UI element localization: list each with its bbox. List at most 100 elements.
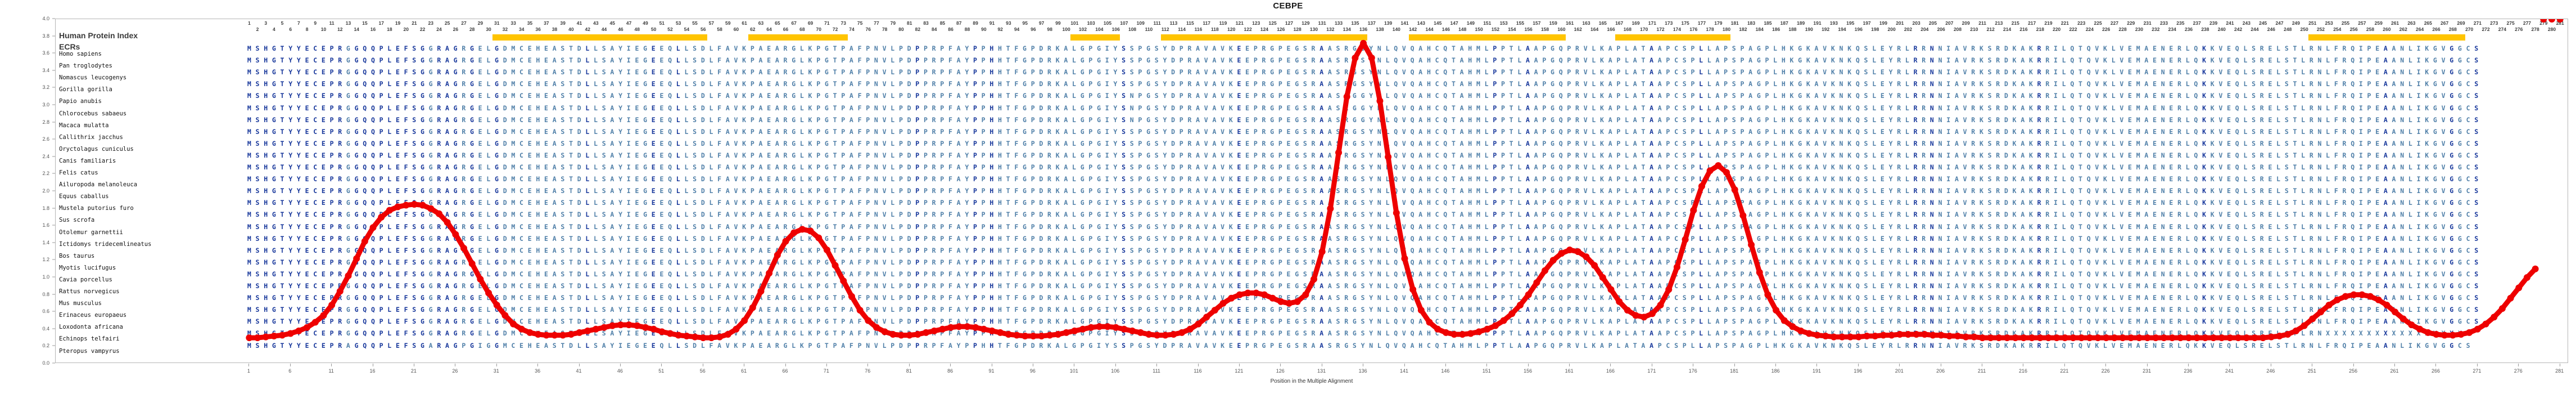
species-label-23[interactable]: Erinaceus europaeus — [59, 312, 127, 319]
ruler-position-178: 178 — [1706, 26, 1714, 32]
x-tick-mark-186 — [1775, 364, 1777, 366]
ruler-position-15: 15 — [362, 20, 368, 26]
ruler-position-1: 1 — [247, 20, 251, 26]
ruler-position-218: 218 — [2036, 26, 2044, 32]
ruler-position-191: 191 — [1813, 20, 1822, 26]
ruler-position-105: 105 — [1103, 20, 1112, 26]
species-label-8[interactable]: Callithrix jacchus — [59, 133, 123, 141]
ecr-bar-6[interactable] — [1615, 34, 1731, 41]
ecr-bar-4[interactable] — [1161, 34, 1368, 41]
x-tick-label-256: 256 — [2349, 368, 2358, 374]
ruler-position-34: 34 — [519, 26, 525, 32]
x-tick-label-31: 31 — [493, 368, 499, 374]
species-label-16[interactable]: Otolemur garnettii — [59, 229, 123, 236]
species-label-18[interactable]: Bos taurus — [59, 252, 95, 259]
species-label-20[interactable]: Cavia porcellus — [59, 276, 112, 283]
y-tick-label-0: 0.0 — [42, 360, 49, 366]
species-label-1[interactable]: Homo sapiens — [59, 51, 102, 57]
ruler-position-22: 22 — [419, 26, 426, 32]
x-tick-mark-146 — [1445, 364, 1446, 366]
ruler-position-217: 217 — [2028, 20, 2036, 26]
y-tick-label-5: 1.0 — [42, 274, 49, 280]
ecr-bar-5[interactable] — [1408, 34, 1566, 41]
ruler-position-210: 210 — [1970, 26, 1978, 32]
y-tick-label-19: 3.8 — [42, 33, 49, 39]
ruler-position-77: 77 — [874, 20, 879, 26]
x-tick-label-176: 176 — [1688, 368, 1697, 374]
species-label-24[interactable]: Loxodonta africana — [59, 324, 123, 331]
x-tick-mark-261 — [2394, 364, 2396, 366]
ruler-position-281: 281 — [2556, 20, 2564, 26]
ruler-position-273: 273 — [2490, 20, 2498, 26]
ruler-position-181: 181 — [1730, 20, 1739, 26]
x-tick-label-91: 91 — [988, 368, 995, 374]
species-label-2[interactable]: Pan troglodytes — [59, 62, 112, 70]
species-label-25[interactable]: Echinops telfairi — [59, 335, 120, 343]
species-label-7[interactable]: Macaca mulatta — [59, 122, 109, 129]
species-label-13[interactable]: Equus caballus — [59, 193, 109, 200]
x-tick-mark-266 — [2435, 364, 2437, 366]
ruler-position-21: 21 — [412, 20, 417, 26]
ecr-bar-2[interactable] — [748, 34, 848, 41]
x-tick-label-121: 121 — [1235, 368, 1244, 374]
ruler-position-73: 73 — [840, 20, 846, 26]
ruler-position-194: 194 — [1838, 26, 1846, 32]
y-tick-mark-11 — [52, 173, 55, 174]
species-label-5[interactable]: Papio anubis — [59, 98, 102, 105]
x-tick-label-56: 56 — [699, 368, 706, 374]
ruler-position-43: 43 — [593, 20, 599, 26]
x-tick-mark-156 — [1527, 364, 1529, 366]
ecr-bar-3[interactable] — [1070, 34, 1120, 41]
ruler-position-268: 268 — [2448, 26, 2457, 32]
ruler-position-60: 60 — [733, 26, 739, 32]
species-label-12[interactable]: Ailuropoda melanoleuca — [59, 181, 138, 189]
ecr-bar-1[interactable] — [492, 34, 708, 41]
y-tick-mark-8 — [52, 225, 55, 226]
ecr-bar-7[interactable] — [2308, 34, 2465, 41]
ruler-position-41: 41 — [576, 20, 582, 26]
x-tick-mark-231 — [2146, 364, 2148, 366]
species-label-19[interactable]: Myotis lucifugus — [59, 264, 116, 271]
species-label-3[interactable]: Nomascus leucogenys — [59, 74, 127, 82]
species-label-17[interactable]: Ictidomys tridecemlineatus — [59, 240, 152, 248]
ruler-position-65: 65 — [775, 20, 780, 26]
ruler-position-24: 24 — [436, 26, 442, 32]
species-label-14[interactable]: Mustela putorius furo — [59, 205, 134, 212]
species-label-4[interactable]: Gorilla gorilla — [59, 86, 112, 93]
ruler-position-265: 265 — [2424, 20, 2432, 26]
species-label-10[interactable]: Canis familiaris — [59, 157, 116, 164]
species-label-15[interactable]: Sus scrofa — [59, 217, 95, 224]
ruler-position-237: 237 — [2193, 20, 2201, 26]
ruler-position-170: 170 — [1640, 26, 1648, 32]
ruler-position-3: 3 — [264, 20, 268, 26]
ruler-position-185: 185 — [1764, 20, 1772, 26]
ruler-position-13: 13 — [345, 20, 351, 26]
ruler-position-83: 83 — [923, 20, 929, 26]
ruler-position-67: 67 — [791, 20, 797, 26]
ruler-position-134: 134 — [1343, 26, 1351, 32]
ruler-position-148: 148 — [1458, 26, 1467, 32]
species-label-6[interactable]: Chlorocebus sabaeus — [59, 110, 127, 117]
x-tick-mark-161 — [1569, 364, 1570, 366]
species-label-11[interactable]: Felis catus — [59, 169, 98, 176]
x-tick-mark-126 — [1280, 364, 1281, 366]
x-tick-label-46: 46 — [617, 368, 623, 374]
ruler-position-57: 57 — [708, 20, 715, 26]
ruler-position-10: 10 — [320, 26, 327, 32]
ruler-position-161: 161 — [1566, 20, 1574, 26]
x-tick-mark-191 — [1816, 364, 1818, 366]
ruler-position-74: 74 — [849, 26, 855, 32]
species-label-21[interactable]: Rattus norvegicus — [59, 288, 120, 295]
species-label-22[interactable]: Mus musculus — [59, 300, 102, 307]
ruler-position-33: 33 — [510, 20, 516, 26]
y-tick-label-15: 3.0 — [42, 102, 49, 108]
species-label-26[interactable]: Pteropus vampyrus — [59, 347, 120, 355]
species-label-9[interactable]: Oryctolagus cuniculus — [59, 145, 134, 153]
ruler-position-115: 115 — [1186, 20, 1194, 26]
